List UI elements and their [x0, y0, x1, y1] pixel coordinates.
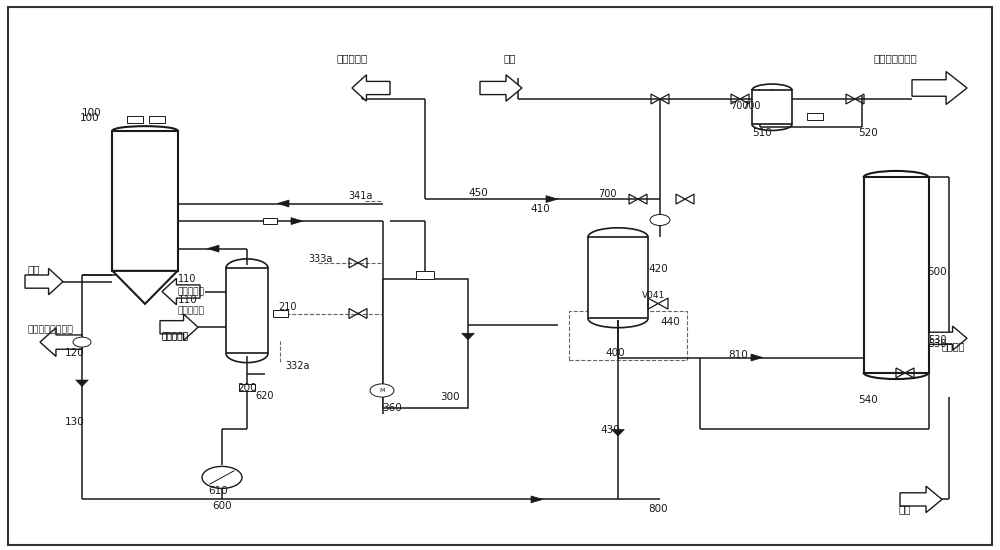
- Polygon shape: [160, 314, 198, 340]
- Text: 去后续处理装置: 去后续处理装置: [873, 53, 917, 63]
- Bar: [239, 384, 255, 392]
- Text: 去催化剂再生系统: 去催化剂再生系统: [28, 326, 74, 334]
- Polygon shape: [277, 200, 289, 207]
- Polygon shape: [40, 328, 82, 356]
- Text: 610: 610: [208, 486, 228, 496]
- Polygon shape: [546, 196, 558, 202]
- Text: 410: 410: [530, 204, 550, 214]
- Text: 排污: 排污: [899, 504, 911, 514]
- Bar: [149, 116, 165, 123]
- Text: 600: 600: [212, 501, 232, 511]
- Text: 700: 700: [730, 101, 748, 111]
- Polygon shape: [25, 268, 63, 295]
- Text: 500: 500: [927, 267, 947, 277]
- Polygon shape: [162, 278, 200, 305]
- Text: 440: 440: [660, 317, 680, 327]
- Circle shape: [73, 337, 91, 347]
- Circle shape: [650, 214, 670, 225]
- Polygon shape: [751, 354, 763, 361]
- Polygon shape: [900, 486, 942, 513]
- Text: 后续工序: 后续工序: [942, 342, 966, 351]
- Bar: [127, 116, 143, 123]
- Text: 130: 130: [65, 417, 85, 427]
- Bar: [864, 177, 928, 373]
- Bar: [752, 90, 792, 124]
- Text: 冷却介质进: 冷却介质进: [162, 332, 189, 341]
- Text: 气源: 气源: [504, 53, 516, 63]
- Bar: [569, 311, 687, 360]
- Text: 620: 620: [255, 391, 274, 401]
- Bar: [382, 279, 468, 408]
- Text: 341a: 341a: [348, 191, 372, 201]
- Text: 510: 510: [752, 128, 772, 138]
- Bar: [416, 272, 434, 278]
- Polygon shape: [112, 271, 178, 304]
- Text: 100: 100: [80, 113, 100, 123]
- Text: 200: 200: [237, 383, 257, 393]
- Polygon shape: [76, 380, 88, 387]
- Polygon shape: [291, 218, 303, 224]
- Bar: [112, 130, 178, 271]
- Text: 360: 360: [382, 403, 402, 413]
- Text: 110: 110: [178, 295, 198, 305]
- Text: M: M: [379, 388, 385, 393]
- Text: 清洗液进口: 清洗液进口: [336, 53, 368, 63]
- Text: 530: 530: [928, 339, 946, 349]
- Text: 进料: 进料: [27, 265, 40, 274]
- Text: 333a: 333a: [308, 254, 332, 263]
- Text: 700: 700: [742, 101, 761, 111]
- Bar: [263, 218, 277, 224]
- Text: V041: V041: [642, 292, 665, 300]
- Text: 冷却介质进: 冷却介质进: [162, 332, 189, 341]
- Polygon shape: [612, 430, 624, 436]
- Text: 400: 400: [605, 348, 625, 358]
- Polygon shape: [462, 333, 474, 340]
- Text: 420: 420: [648, 265, 668, 274]
- Text: 800: 800: [648, 504, 668, 514]
- Polygon shape: [207, 245, 219, 252]
- Text: 冷却介质出: 冷却介质出: [178, 287, 205, 296]
- Text: 430: 430: [600, 425, 620, 435]
- Text: 520: 520: [858, 128, 878, 138]
- Bar: [272, 310, 288, 317]
- Bar: [226, 268, 268, 354]
- Text: 450: 450: [468, 188, 488, 197]
- Text: 110: 110: [178, 274, 196, 284]
- Circle shape: [370, 384, 394, 397]
- Text: 100: 100: [82, 108, 102, 118]
- Polygon shape: [912, 72, 967, 104]
- Text: 冷却介质出: 冷却介质出: [178, 306, 205, 315]
- Text: 810: 810: [728, 350, 748, 360]
- Circle shape: [202, 466, 242, 488]
- Bar: [588, 237, 648, 318]
- Text: 300: 300: [440, 392, 460, 402]
- Polygon shape: [480, 75, 522, 101]
- Text: 700: 700: [598, 189, 616, 199]
- Polygon shape: [531, 496, 543, 503]
- Text: 120: 120: [65, 348, 85, 358]
- Text: 530: 530: [928, 335, 946, 345]
- Text: 210: 210: [278, 302, 296, 312]
- Bar: [807, 113, 823, 120]
- Polygon shape: [929, 326, 967, 350]
- Text: 540: 540: [858, 395, 878, 405]
- Polygon shape: [352, 75, 390, 101]
- Text: 332a: 332a: [285, 361, 310, 371]
